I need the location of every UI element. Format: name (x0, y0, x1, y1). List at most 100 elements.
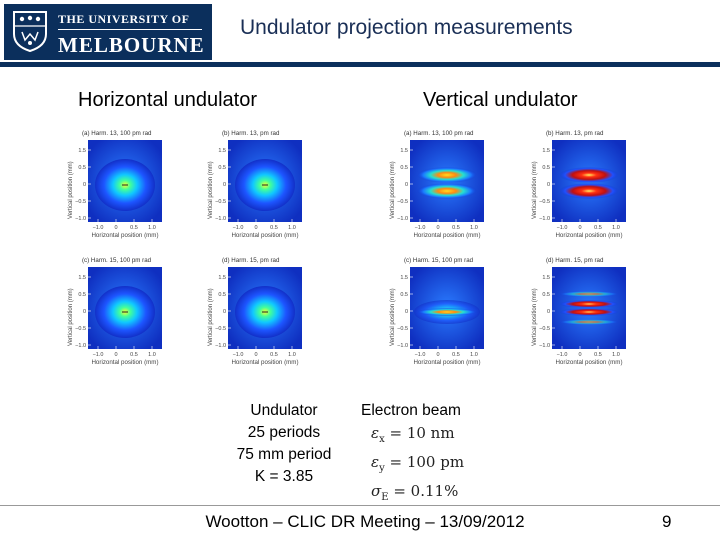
plot-caption: (a) Harm. 13, 100 pm rad (82, 130, 152, 137)
plot-caption: (a) Harm. 13, 100 pm rad (404, 130, 474, 137)
plot-y-label: Vertical position (mm) (68, 288, 74, 346)
x-tick-label: 0 (436, 352, 439, 358)
plot-x-label: Horizontal position (mm) (91, 359, 158, 366)
intensity-band (559, 291, 619, 297)
epsilon-x-value: = 10 nm (389, 424, 455, 442)
x-tick-label: −1.0 (93, 225, 104, 231)
energy-spread: σE = 0.11% (361, 480, 521, 509)
x-tick-label: −1.0 (233, 352, 244, 358)
intensity-lobe (417, 167, 477, 183)
y-tick-label: −0.5 (215, 326, 226, 332)
y-tick-label: 1.5 (542, 275, 550, 281)
footer-text: Wootton – CLIC DR Meeting – 13/09/2012 (205, 512, 525, 531)
y-tick-label: 0 (547, 182, 550, 188)
x-tick-label: 0 (254, 352, 257, 358)
epsilon-y-subscript: y (379, 463, 385, 474)
x-tick-label: 0 (436, 225, 439, 231)
plot-y-label: Vertical position (mm) (532, 288, 538, 346)
projection-plot-svg: (a) Harm. 13, 100 pm rad Vertical positio… (68, 130, 162, 239)
vertical-undulator-title: Vertical undulator (423, 89, 578, 111)
y-tick-label: −0.5 (215, 199, 226, 205)
x-tick-label: 0.5 (130, 352, 138, 358)
y-tick-label: 1.5 (218, 148, 226, 154)
y-tick-label: −1.0 (539, 343, 550, 349)
x-tick-label: −1.0 (557, 225, 568, 231)
y-tick-label: 0 (83, 309, 86, 315)
y-tick-label: −0.5 (397, 326, 408, 332)
y-tick-label: 1.5 (542, 148, 550, 154)
intensity-lobe (559, 167, 619, 183)
vertical-emittance: εy = 100 pm (361, 451, 521, 480)
y-tick-label: 1.5 (78, 148, 86, 154)
intensity-lobe (559, 183, 619, 199)
plot-x-label: Horizontal position (mm) (413, 232, 480, 239)
x-tick-label: −1.0 (93, 352, 104, 358)
projection-plot-svg: (d) Harm. 15, pm rad Vertical position (m… (208, 257, 302, 366)
y-tick-label: 1.5 (400, 148, 408, 154)
plot-x-label: Horizontal position (mm) (555, 359, 622, 366)
y-tick-label: 0.5 (400, 165, 408, 171)
logo-rule (58, 29, 202, 30)
x-tick-label: 0 (578, 225, 581, 231)
epsilon-x-subscript: x (379, 434, 385, 445)
projection-plot: (a) Harm. 13, 100 pm rad Vertical positio… (388, 127, 506, 242)
plot-y-label: Vertical position (mm) (68, 161, 74, 219)
y-tick-label: 0 (223, 309, 226, 315)
intensity-band (559, 300, 619, 308)
plot-x-label: Horizontal position (mm) (91, 232, 158, 239)
y-tick-label: 1.5 (78, 275, 86, 281)
electron-beam-parameters: Electron beam εx = 10 nm εy = 100 pm σE … (361, 400, 521, 509)
y-tick-label: −1.0 (215, 343, 226, 349)
y-tick-label: 0 (223, 182, 226, 188)
x-tick-label: 1.0 (470, 352, 478, 358)
x-tick-label: −1.0 (415, 225, 426, 231)
plot-x-label: Horizontal position (mm) (555, 232, 622, 239)
x-tick-label: 1.0 (288, 225, 296, 231)
x-tick-label: −1.0 (233, 225, 244, 231)
slide-title: Undulator projection measurements (240, 16, 573, 39)
y-tick-label: 0.5 (78, 165, 86, 171)
logo-text-line2: MELBOURNE (58, 33, 205, 57)
intensity-line (417, 308, 477, 316)
x-tick-label: 0 (578, 352, 581, 358)
x-tick-label: 1.0 (288, 352, 296, 358)
projection-plot-svg: (b) Harm. 13, pm rad Vertical position (m… (532, 130, 626, 239)
projection-plot-svg: (b) Harm. 13, pm rad Vertical position (m… (208, 130, 302, 239)
electron-beam-heading: Electron beam (361, 402, 461, 419)
undulator-heading: Undulator (250, 402, 318, 419)
y-tick-label: 0.5 (542, 165, 550, 171)
x-tick-label: 1.0 (612, 352, 620, 358)
projection-plot: (d) Harm. 15, pm rad Vertical position (m… (530, 254, 648, 369)
plot-y-label: Vertical position (mm) (532, 161, 538, 219)
x-tick-label: 0 (114, 225, 117, 231)
projection-plot-svg: (c) Harm. 15, 100 pm rad Vertical positio… (390, 257, 484, 366)
y-tick-label: 0 (405, 309, 408, 315)
y-tick-label: 0.5 (218, 292, 226, 298)
header: THE UNIVERSITY OF MELBOURNE Undulator pr… (0, 0, 720, 62)
undulator-k-value: K = 3.85 (254, 468, 314, 485)
projection-plot-svg: (c) Harm. 15, 100 pm rad Vertical positio… (68, 257, 162, 366)
y-tick-label: −0.5 (75, 199, 86, 205)
header-bar (0, 62, 720, 67)
x-tick-label: −1.0 (415, 352, 426, 358)
sigma-e-symbol: σ (371, 482, 382, 500)
plot-y-label: Vertical position (mm) (208, 288, 214, 346)
epsilon-y-value: = 100 pm (389, 453, 465, 471)
epsilon-x-symbol: ε (371, 424, 380, 442)
y-tick-label: −0.5 (539, 326, 550, 332)
x-tick-label: 0.5 (130, 225, 138, 231)
undulator-period-length: 75 mm period (236, 446, 332, 463)
plot-caption: (b) Harm. 13, pm rad (222, 130, 280, 137)
undulator-parameters: Undulator 25 periods 75 mm period K = 3.… (212, 400, 356, 488)
y-tick-label: 0 (405, 182, 408, 188)
horizontal-emittance: εx = 10 nm (361, 422, 521, 451)
y-tick-label: 1.5 (218, 275, 226, 281)
projection-plot: (c) Harm. 15, 100 pm rad Vertical positio… (66, 254, 184, 369)
y-tick-label: 0.5 (78, 292, 86, 298)
plot-caption: (b) Harm. 13, pm rad (546, 130, 604, 137)
plot-x-label: Horizontal position (mm) (231, 232, 298, 239)
plot-y-label: Vertical position (mm) (390, 288, 396, 346)
plot-x-label: Horizontal position (mm) (231, 359, 298, 366)
x-tick-label: 0.5 (452, 225, 460, 231)
y-tick-label: 0 (83, 182, 86, 188)
